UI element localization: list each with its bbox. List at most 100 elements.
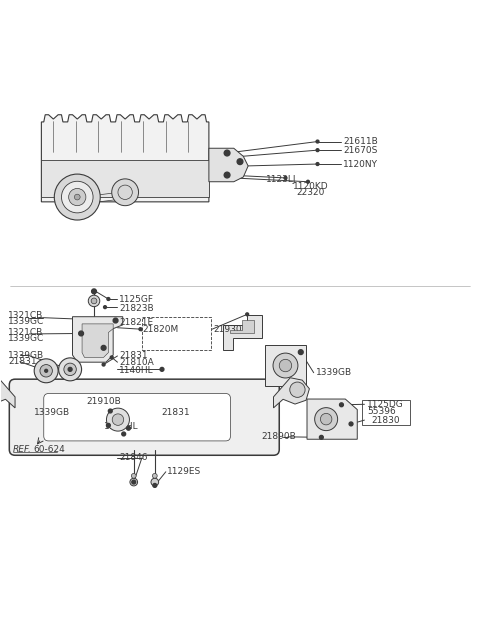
Circle shape	[108, 409, 112, 413]
Circle shape	[45, 369, 48, 372]
Circle shape	[153, 473, 157, 478]
Text: 1120KD: 1120KD	[293, 181, 328, 190]
Circle shape	[102, 363, 105, 366]
Text: 60-624: 60-624	[33, 445, 65, 454]
Bar	[142, 317, 211, 350]
Circle shape	[88, 295, 100, 307]
Circle shape	[34, 359, 58, 383]
Circle shape	[224, 172, 230, 178]
Circle shape	[237, 159, 243, 165]
Circle shape	[307, 180, 310, 183]
Circle shape	[132, 480, 136, 484]
Polygon shape	[307, 399, 357, 439]
Text: 1125DG: 1125DG	[367, 400, 404, 409]
Text: REF.: REF.	[12, 445, 32, 454]
Circle shape	[132, 473, 136, 478]
Polygon shape	[209, 149, 248, 182]
Circle shape	[151, 478, 158, 486]
Text: 1129ES: 1129ES	[167, 467, 202, 476]
Circle shape	[92, 289, 96, 294]
Circle shape	[54, 174, 100, 220]
Text: 21831: 21831	[120, 352, 148, 361]
Circle shape	[316, 149, 319, 152]
Circle shape	[273, 353, 298, 378]
Text: 1140HL: 1140HL	[120, 366, 154, 375]
Circle shape	[290, 382, 305, 397]
Circle shape	[69, 368, 72, 371]
Polygon shape	[230, 320, 254, 334]
Circle shape	[299, 350, 303, 354]
Text: 1339GB: 1339GB	[316, 368, 352, 377]
Circle shape	[80, 332, 83, 335]
Circle shape	[40, 365, 52, 377]
Text: 21830: 21830	[372, 415, 400, 424]
Circle shape	[112, 414, 124, 426]
Text: 1339GB: 1339GB	[8, 350, 44, 359]
Circle shape	[79, 331, 84, 336]
Text: 1120NY: 1120NY	[343, 159, 378, 168]
Polygon shape	[265, 345, 306, 386]
Text: 21820M: 21820M	[142, 325, 178, 334]
Circle shape	[107, 408, 130, 431]
Text: 21930R: 21930R	[214, 325, 249, 334]
Circle shape	[104, 305, 107, 309]
Circle shape	[316, 163, 319, 165]
Text: 1321CB: 1321CB	[8, 328, 43, 337]
Circle shape	[122, 432, 126, 436]
Circle shape	[316, 140, 319, 143]
Text: 1140HL: 1140HL	[104, 422, 138, 431]
Text: 1339GC: 1339GC	[8, 318, 44, 327]
Circle shape	[113, 318, 118, 323]
Circle shape	[160, 367, 164, 371]
Circle shape	[349, 422, 353, 426]
Text: 1339GC: 1339GC	[8, 334, 44, 343]
Text: 1339GB: 1339GB	[34, 408, 71, 417]
Circle shape	[101, 345, 106, 350]
Circle shape	[284, 176, 287, 179]
Text: 21823B: 21823B	[120, 303, 154, 312]
Circle shape	[130, 478, 138, 486]
Text: 55396: 55396	[367, 406, 396, 415]
Circle shape	[127, 426, 131, 430]
Text: 21810A: 21810A	[120, 358, 154, 367]
Text: 21611B: 21611B	[343, 137, 378, 146]
Text: 22320: 22320	[296, 188, 324, 197]
Circle shape	[139, 328, 142, 331]
Polygon shape	[274, 377, 310, 408]
Bar	[362, 400, 410, 425]
Text: 21831: 21831	[161, 408, 190, 417]
Circle shape	[246, 313, 249, 316]
Text: 21846: 21846	[120, 453, 148, 462]
Circle shape	[153, 484, 157, 487]
Circle shape	[107, 298, 110, 300]
Text: 21890B: 21890B	[262, 432, 296, 441]
Text: 21910B: 21910B	[86, 397, 120, 406]
Circle shape	[110, 356, 113, 359]
Circle shape	[112, 179, 139, 206]
FancyBboxPatch shape	[44, 394, 230, 441]
Circle shape	[91, 298, 97, 303]
Circle shape	[315, 408, 337, 431]
Circle shape	[224, 150, 230, 156]
Text: 21831: 21831	[8, 358, 36, 367]
Circle shape	[114, 319, 117, 322]
Polygon shape	[223, 315, 262, 350]
Bar	[41, 161, 209, 197]
Circle shape	[69, 188, 86, 206]
Polygon shape	[41, 114, 209, 202]
Circle shape	[68, 367, 72, 371]
Polygon shape	[0, 377, 15, 408]
Circle shape	[74, 194, 80, 200]
Text: 1321CB: 1321CB	[8, 311, 43, 320]
Circle shape	[339, 403, 343, 406]
Circle shape	[61, 181, 93, 213]
Circle shape	[321, 413, 332, 425]
Circle shape	[320, 435, 323, 439]
Polygon shape	[72, 317, 123, 362]
Circle shape	[107, 424, 110, 427]
Circle shape	[279, 359, 292, 372]
FancyBboxPatch shape	[9, 379, 279, 455]
Text: 21821E: 21821E	[120, 318, 154, 327]
Circle shape	[64, 363, 76, 376]
Text: 1125GF: 1125GF	[120, 294, 155, 303]
